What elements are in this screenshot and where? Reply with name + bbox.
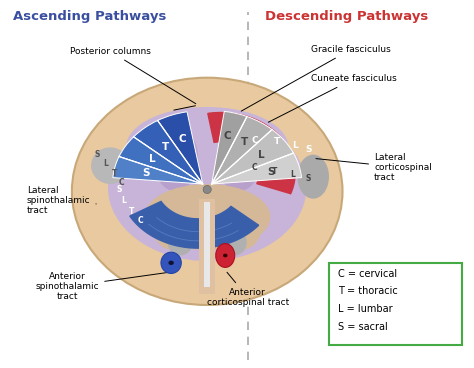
Wedge shape bbox=[113, 156, 203, 184]
Wedge shape bbox=[212, 153, 301, 184]
Text: S: S bbox=[267, 167, 274, 177]
Text: Cuneate fasciculus: Cuneate fasciculus bbox=[268, 74, 397, 122]
Ellipse shape bbox=[297, 155, 329, 199]
Ellipse shape bbox=[168, 230, 192, 255]
Ellipse shape bbox=[91, 147, 129, 184]
Text: Lateral
corticospinal
tract: Lateral corticospinal tract bbox=[316, 153, 432, 183]
Text: S: S bbox=[306, 174, 311, 183]
Polygon shape bbox=[199, 199, 215, 294]
Polygon shape bbox=[130, 201, 259, 248]
Ellipse shape bbox=[126, 107, 288, 188]
Ellipse shape bbox=[161, 252, 181, 273]
Text: S: S bbox=[305, 145, 312, 154]
Text: C: C bbox=[251, 135, 258, 145]
Text: C: C bbox=[252, 163, 257, 172]
Text: T: T bbox=[274, 137, 280, 146]
Text: C = cervical: C = cervical bbox=[338, 269, 397, 279]
Text: C: C bbox=[118, 178, 124, 187]
Ellipse shape bbox=[221, 206, 261, 250]
Text: S: S bbox=[142, 168, 149, 178]
Polygon shape bbox=[208, 113, 295, 194]
Ellipse shape bbox=[168, 261, 174, 265]
Text: L = lumbar: L = lumbar bbox=[338, 304, 392, 314]
Ellipse shape bbox=[108, 114, 306, 261]
Text: T: T bbox=[112, 169, 118, 178]
Text: Anterior
corticospinal tract: Anterior corticospinal tract bbox=[207, 272, 289, 307]
Text: L: L bbox=[149, 155, 156, 164]
Ellipse shape bbox=[216, 244, 235, 268]
Wedge shape bbox=[212, 130, 293, 184]
Wedge shape bbox=[134, 120, 203, 184]
FancyBboxPatch shape bbox=[329, 263, 462, 345]
Ellipse shape bbox=[222, 230, 246, 255]
Wedge shape bbox=[212, 112, 247, 184]
Ellipse shape bbox=[153, 125, 198, 191]
Wedge shape bbox=[119, 137, 203, 184]
Text: L: L bbox=[291, 170, 295, 179]
Wedge shape bbox=[212, 117, 272, 184]
Text: Ascending Pathways: Ascending Pathways bbox=[13, 10, 167, 23]
Text: C: C bbox=[137, 216, 143, 225]
Text: T: T bbox=[272, 167, 278, 176]
Ellipse shape bbox=[216, 125, 261, 191]
Text: T: T bbox=[129, 207, 134, 216]
Text: Posterior columns: Posterior columns bbox=[70, 47, 196, 104]
Wedge shape bbox=[157, 112, 203, 184]
Text: T: T bbox=[161, 142, 169, 152]
Text: Descending Pathways: Descending Pathways bbox=[265, 10, 428, 23]
Text: L: L bbox=[258, 150, 264, 160]
Ellipse shape bbox=[72, 78, 343, 305]
Text: L: L bbox=[103, 159, 108, 168]
Text: T = thoracic: T = thoracic bbox=[338, 286, 398, 296]
Text: S = sacral: S = sacral bbox=[338, 322, 388, 332]
Text: Anterior
spinothalamic
tract: Anterior spinothalamic tract bbox=[36, 272, 168, 301]
Text: C: C bbox=[224, 131, 231, 141]
Text: C: C bbox=[179, 134, 186, 144]
Text: S: S bbox=[117, 185, 122, 194]
Ellipse shape bbox=[153, 206, 194, 250]
Text: T: T bbox=[241, 138, 248, 148]
Text: L: L bbox=[292, 141, 298, 150]
Ellipse shape bbox=[203, 185, 211, 194]
Ellipse shape bbox=[144, 184, 270, 250]
Text: Lateral
spinothalamic
tract: Lateral spinothalamic tract bbox=[27, 185, 96, 215]
Polygon shape bbox=[204, 202, 210, 287]
Ellipse shape bbox=[223, 254, 228, 257]
Text: Gracile fasciculus: Gracile fasciculus bbox=[241, 45, 391, 111]
Text: S: S bbox=[94, 150, 100, 159]
Text: L: L bbox=[121, 196, 126, 205]
